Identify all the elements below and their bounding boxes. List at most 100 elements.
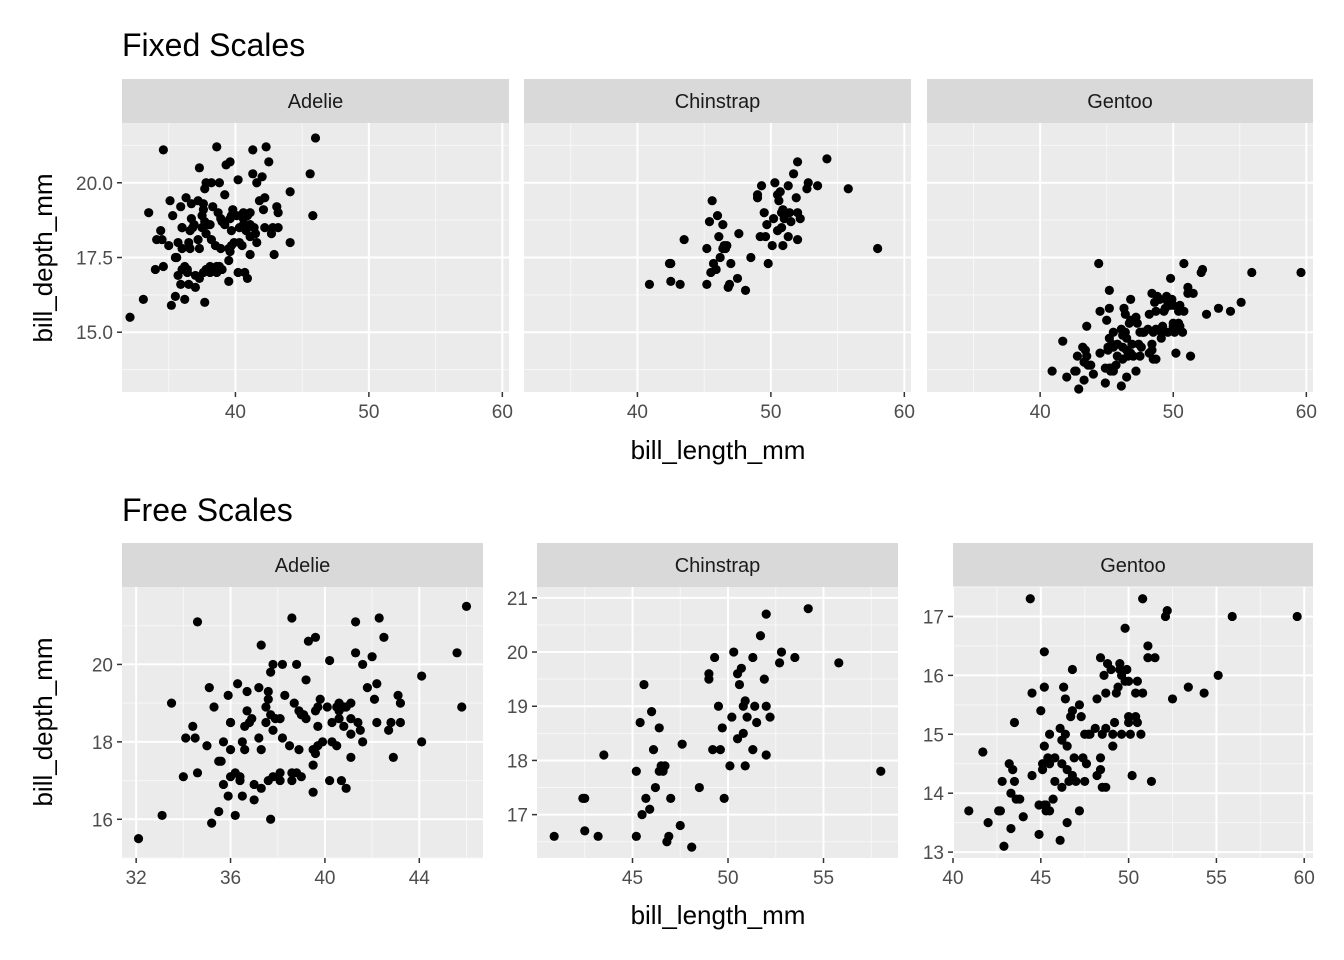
data-point	[198, 199, 209, 209]
data-point	[235, 772, 245, 782]
data-point	[1048, 794, 1058, 804]
data-point	[254, 733, 264, 743]
data-point	[1213, 303, 1224, 313]
data-point	[1101, 782, 1111, 792]
data-point	[580, 826, 590, 836]
data-point	[1165, 273, 1176, 284]
data-point	[1044, 729, 1055, 739]
data-point	[549, 831, 559, 841]
data-point	[1157, 321, 1168, 331]
data-point	[237, 791, 247, 801]
data-point	[1047, 366, 1057, 376]
data-point	[1062, 818, 1072, 828]
data-point	[1082, 321, 1092, 331]
y-tick-label: 18	[507, 751, 528, 772]
data-point	[767, 240, 777, 251]
data-point	[732, 273, 743, 284]
data-point	[778, 240, 788, 251]
data-point	[759, 674, 769, 684]
data-point	[220, 190, 230, 200]
data-point	[273, 208, 283, 218]
data-point	[233, 267, 243, 278]
data-point	[752, 717, 762, 728]
panel-free-chinstrap: Chinstrap 45 50 55 17 18 19 20 21	[507, 543, 898, 889]
data-point	[760, 231, 771, 242]
data-point	[334, 714, 344, 724]
x-tick-label: 60	[894, 402, 915, 423]
data-point	[457, 702, 467, 712]
data-point	[1146, 776, 1157, 787]
data-point	[1050, 753, 1060, 763]
data-point	[738, 728, 748, 738]
data-point	[1227, 611, 1237, 622]
y-tick-label: 20.0	[76, 174, 113, 195]
data-point	[729, 647, 739, 657]
data-point	[755, 631, 766, 641]
data-point	[180, 294, 190, 304]
data-point	[242, 273, 253, 284]
x-tick-label: 50	[760, 402, 781, 423]
data-point	[250, 228, 261, 239]
data-point	[1116, 381, 1126, 391]
data-point	[165, 196, 175, 206]
data-point	[301, 714, 311, 724]
data-point	[245, 249, 255, 260]
panel-fixed-gentoo: Gentoo 40 50 60	[927, 79, 1317, 423]
data-point	[166, 698, 177, 708]
data-point	[774, 196, 784, 206]
data-point	[654, 723, 664, 733]
data-point	[1132, 318, 1142, 328]
data-point	[1115, 658, 1125, 669]
y-tick-label: 14	[923, 784, 945, 805]
data-point	[247, 714, 257, 724]
data-point	[166, 300, 176, 310]
data-point	[711, 264, 721, 275]
x-tick-label: 40	[1030, 402, 1051, 423]
data-point	[181, 193, 191, 203]
y-axis-title-free: bill_depth_mm	[28, 637, 58, 806]
x-tick-label: 60	[492, 402, 513, 423]
data-point	[1006, 788, 1016, 798]
data-point	[350, 648, 361, 658]
data-point	[834, 658, 844, 668]
x-tick-label: 44	[409, 868, 431, 889]
data-point	[223, 791, 233, 801]
data-point	[712, 211, 723, 221]
data-point	[170, 291, 180, 301]
data-point	[280, 690, 290, 701]
data-point	[1095, 753, 1106, 763]
data-point	[679, 234, 689, 245]
data-point	[761, 701, 771, 711]
data-point	[639, 679, 649, 690]
data-point	[783, 181, 793, 191]
data-point	[308, 787, 318, 797]
data-point	[201, 228, 211, 239]
data-point	[369, 694, 380, 704]
data-point	[1057, 759, 1067, 769]
data-point	[1169, 327, 1180, 337]
data-point	[650, 782, 661, 793]
data-point	[647, 707, 657, 717]
data-point	[713, 701, 724, 711]
data-point	[1081, 759, 1092, 769]
data-point	[339, 721, 349, 731]
data-point	[1127, 339, 1137, 349]
data-point	[1168, 300, 1178, 310]
data-point	[1009, 717, 1020, 728]
data-point	[1069, 753, 1079, 763]
data-point	[332, 741, 342, 751]
y-tick-label: 16	[923, 666, 944, 687]
data-point	[372, 717, 382, 728]
data-point	[157, 234, 167, 245]
data-point	[204, 683, 214, 693]
data-point	[212, 142, 222, 152]
data-point	[164, 240, 174, 251]
data-point	[223, 690, 233, 701]
data-point	[1167, 694, 1178, 704]
data-point	[257, 172, 267, 182]
data-point	[1188, 288, 1198, 298]
data-point	[704, 669, 714, 679]
data-point	[192, 768, 203, 778]
data-point	[1060, 694, 1070, 704]
